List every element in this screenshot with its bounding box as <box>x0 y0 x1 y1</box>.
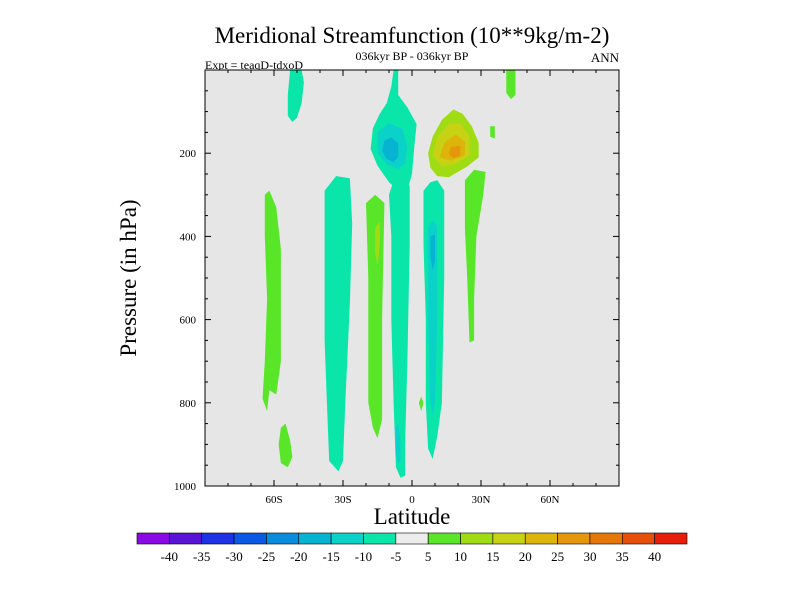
x-tick-label: 60S <box>265 494 282 506</box>
contour-region-south-upper-cell <box>287 70 304 122</box>
colorbar-swatch <box>136 532 170 545</box>
colorbar-swatch <box>233 532 267 545</box>
y-tick-label: 800 <box>180 398 197 410</box>
colorbar-swatch <box>524 532 558 545</box>
experiment-label: Expt = teaqD-tdxoD <box>205 58 303 72</box>
chart-title: Meridional Streamfunction (10**9kg/m-2) <box>215 23 610 48</box>
colorbar-swatch <box>492 532 526 545</box>
x-tick-label: 30S <box>334 494 351 506</box>
x-tick-label: 60N <box>541 494 560 506</box>
contour-region-south-lower-pos-core <box>375 221 380 266</box>
colorbar-label: -25 <box>258 549 275 564</box>
colorbar-swatch <box>654 532 688 545</box>
colorbar-swatch <box>589 532 623 545</box>
colorbar-label: 20 <box>519 549 532 564</box>
contour-layer <box>262 70 516 478</box>
colorbar-label: 40 <box>648 549 661 564</box>
x-tick-label: 30N <box>472 494 491 506</box>
colorbar-label: -30 <box>225 549 242 564</box>
contour-region-north-upper-cell <box>506 70 516 100</box>
colorbar-label: -35 <box>193 549 210 564</box>
y-tick-label: 1000 <box>174 481 197 493</box>
colorbar-label: 35 <box>616 549 629 564</box>
colorbar-swatch <box>557 532 591 545</box>
colorbar-swatch <box>169 532 203 545</box>
colorbar-swatch <box>460 532 494 545</box>
season-label: ANN <box>591 50 620 65</box>
y-tick-label: 200 <box>180 148 197 160</box>
contour-region-south-lower-cell <box>278 423 293 468</box>
colorbar-label: 30 <box>583 549 596 564</box>
colorbar-swatch <box>298 532 332 545</box>
colorbar-swatch <box>201 532 235 545</box>
colorbar-label: -40 <box>161 549 178 564</box>
contour-region-tropical-upper-neg-core <box>382 137 399 163</box>
colorbar-swatch <box>266 532 300 545</box>
colorbar-swatch <box>395 532 429 545</box>
contour-region-north-deep-core <box>430 234 435 270</box>
colorbar-label: 25 <box>551 549 564 564</box>
contour-region-tropical-upper-pos-core <box>448 145 461 159</box>
colorbar: -40 -35 -30 -25 -20 -15 -10 -5 5 10 15 20 25 30 35 40 <box>136 532 688 564</box>
colorbar-label: 15 <box>486 549 499 564</box>
colorbar-label: 5 <box>425 549 432 564</box>
contour-region-equatorial-sliver <box>418 396 424 412</box>
contour-region-equatorial-deep-core <box>395 423 401 465</box>
colorbar-swatch <box>363 532 397 545</box>
contour-region-south-mid-cell <box>262 190 281 412</box>
plot-frame <box>204 69 620 487</box>
y-axis-label: Pressure (in hPa) <box>116 199 141 356</box>
colorbar-label: -5 <box>390 549 401 564</box>
colorbar-label: -20 <box>290 549 307 564</box>
contour-region-equatorial-deep-outer <box>389 165 410 478</box>
contour-region-north-deep-mid <box>428 219 438 416</box>
y-tick-label: 600 <box>180 315 197 327</box>
colorbar-swatch <box>330 532 364 545</box>
x-tick-label: 0 <box>409 494 415 506</box>
colorbar-label: -15 <box>322 549 339 564</box>
y-tick-label: 400 <box>180 231 197 243</box>
colorbar-swatch <box>621 532 655 545</box>
contour-region-north-small-cell <box>490 126 495 139</box>
contour-region-south-lower-pos-outer <box>366 194 385 439</box>
colorbar-label: -10 <box>355 549 372 564</box>
x-axis-label: Latitude <box>374 504 451 529</box>
contour-region-north-mid-cell <box>464 169 486 343</box>
colorbar-swatch <box>427 532 461 545</box>
colorbar-label: 10 <box>454 549 467 564</box>
chart-subtitle: 036kyr BP - 036kyr BP <box>356 49 469 63</box>
contour-region-south-deep-cell <box>324 176 353 472</box>
